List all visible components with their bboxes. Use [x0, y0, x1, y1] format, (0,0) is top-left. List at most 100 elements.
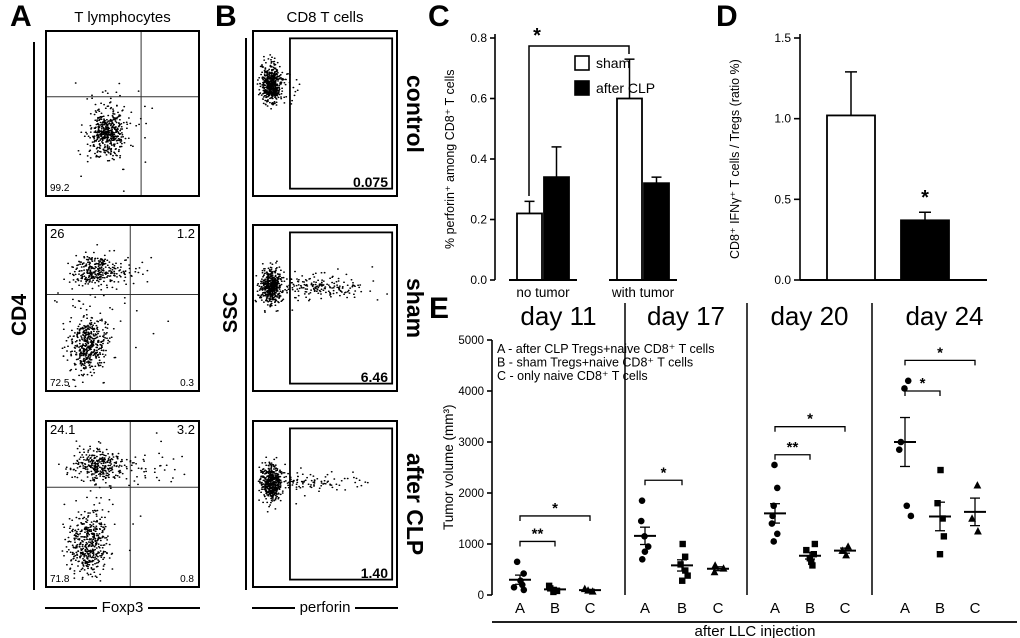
ssc-axis-line — [245, 38, 247, 590]
y-tick-label: 0.6 — [470, 92, 487, 106]
panel-a-letter: A — [10, 0, 32, 33]
plot-border — [45, 224, 200, 392]
gate-percentage: 6.46 — [360, 369, 388, 385]
gate-rect — [289, 231, 394, 385]
y-tick-label: 2000 — [458, 488, 484, 500]
y-tick-label: 3000 — [458, 437, 484, 449]
data-point-circle — [644, 543, 652, 550]
data-point-circle — [773, 530, 781, 538]
scatter-dots — [257, 456, 369, 513]
data-point-square — [934, 500, 941, 507]
data-point-triangle — [974, 527, 982, 535]
significance-label: * — [920, 375, 926, 392]
data-point-circle — [769, 512, 776, 520]
data-point-triangle — [842, 551, 851, 559]
cd4-axis-line — [33, 42, 35, 590]
data-point-square — [937, 466, 944, 474]
flow-plot-canvas — [45, 420, 200, 588]
panel-c-bar-chart: 0.0 0.2 0.4 0.6 0.8 no tumor with tumor sham aft… — [470, 25, 677, 300]
scatter-dots — [74, 82, 154, 192]
significance-bracket — [774, 454, 811, 460]
data-point-circle — [907, 512, 915, 520]
significance-label: * — [552, 500, 558, 517]
group-label: with tumor — [611, 285, 675, 300]
significance-label: * — [661, 464, 667, 481]
data-point-triangle — [973, 481, 982, 489]
legend-swatch — [574, 80, 590, 96]
bar-sham — [616, 97, 643, 281]
data-point-square — [808, 558, 815, 566]
data-point-square — [936, 551, 944, 558]
y-tick-label: 1.5 — [774, 31, 791, 45]
quadrant-value-bottom-left: 71.8 — [50, 574, 70, 585]
group-x-label: C — [970, 600, 981, 617]
flow-plot-t-lymphocytes-control: 99.2 — [45, 30, 200, 197]
data-point-square — [939, 515, 946, 522]
group-x-label: C — [840, 600, 851, 617]
scatter-dots — [53, 243, 170, 388]
data-point-square — [553, 587, 561, 595]
row-label-control: control — [402, 75, 428, 153]
group-x-label: C — [585, 600, 596, 617]
gate-percentage: 0.075 — [352, 174, 388, 190]
data-point-triangle — [719, 564, 728, 572]
legend-label: sham — [596, 55, 630, 71]
data-point-circle — [895, 446, 903, 453]
panel-b-letter: B — [215, 0, 237, 33]
significance-label: * — [921, 187, 929, 209]
group-x-label: A — [640, 600, 650, 617]
data-point-circle — [770, 502, 777, 510]
y-tick-label: 4000 — [458, 386, 484, 398]
significance-bracket — [644, 479, 683, 486]
data-point-square — [803, 546, 810, 554]
group-x-label: A — [900, 600, 910, 617]
data-point-triangle — [711, 561, 720, 569]
data-point-circle — [641, 533, 648, 540]
legend-swatch — [574, 55, 590, 71]
significance-bracket — [904, 390, 941, 396]
data-point-circle — [773, 484, 781, 492]
flow-plot-canvas — [252, 420, 398, 588]
flow-plot-cd8-sham: 6.46 — [252, 224, 398, 392]
quadrant-value-bottom-right: 0.8 — [180, 574, 194, 585]
data-point-circle — [520, 570, 527, 577]
flow-plot-cd8-control: 0.075 — [252, 30, 398, 197]
scatter-dots — [256, 54, 301, 110]
data-point-square — [682, 567, 689, 574]
data-point-triangle — [838, 546, 847, 554]
day-header: day 24 — [905, 301, 983, 331]
flow-plot-canvas — [252, 30, 398, 197]
bar-sham — [826, 114, 876, 281]
scatter-dots — [57, 432, 186, 582]
foxp3-axis-label: Foxp3 — [101, 599, 144, 616]
data-point-square — [681, 553, 689, 560]
bar-after CLP — [643, 182, 670, 281]
panel-d-letter: D — [716, 0, 738, 33]
group-label: no tumor — [516, 285, 570, 300]
plot-border — [252, 224, 398, 392]
data-point-circle — [770, 538, 778, 545]
row-label-after-clp: after CLP — [402, 452, 428, 556]
data-point-triangle — [584, 586, 592, 594]
day-header: day 11 — [520, 301, 596, 331]
quadrant-value-top-left: 24.1 — [50, 422, 76, 437]
data-point-triangle — [968, 514, 976, 522]
panel-b-title: CD8 T cells — [286, 9, 364, 26]
panel-c-letter: C — [428, 0, 450, 33]
data-point-square — [806, 555, 814, 562]
day-header: day 17 — [647, 301, 725, 331]
significance-bracket — [774, 426, 846, 432]
axis-line-right — [148, 606, 201, 609]
axis-line-left — [252, 606, 295, 609]
day-header: day 20 — [770, 301, 848, 331]
y-tick-label: 0.4 — [470, 152, 487, 166]
significance-label: ** — [787, 439, 799, 456]
significance-label: * — [533, 25, 541, 47]
data-point-square — [684, 572, 691, 579]
significance-label: ** — [532, 525, 544, 542]
significance-bracket — [528, 45, 630, 196]
data-point-square — [679, 577, 686, 584]
bar-sham — [516, 212, 543, 281]
y-tick-label: 0 — [478, 590, 484, 602]
